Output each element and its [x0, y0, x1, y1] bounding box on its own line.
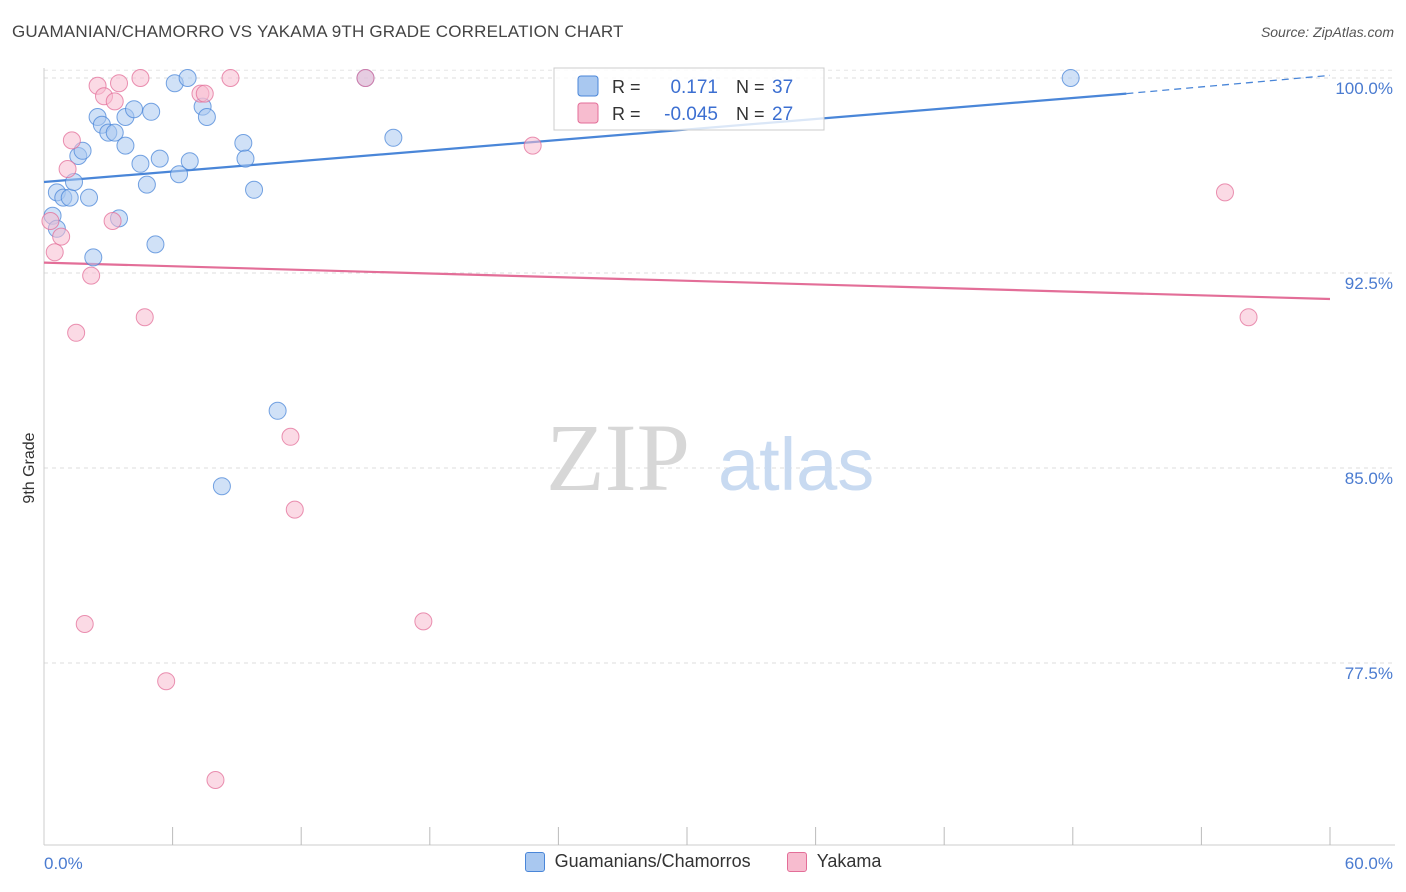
- yakama-swatch: [786, 851, 807, 872]
- guamanian-legend-label: Guamanians/Chamorros: [554, 851, 751, 871]
- data-point: [142, 102, 161, 121]
- axes: [43, 68, 1395, 846]
- data-point: [131, 154, 150, 173]
- trend-extension-guamanian: [1126, 74, 1331, 95]
- data-point: [178, 69, 197, 87]
- data-point: [221, 69, 240, 87]
- legend-item-yakama[interactable]: Yakama: [786, 851, 882, 872]
- watermark-atlas: atlas: [718, 423, 874, 506]
- data-point: [285, 500, 304, 519]
- x-tick-label-max: 60.0%: [1345, 854, 1393, 873]
- legend-r-value-2: -0.045: [664, 104, 718, 125]
- data-point: [212, 477, 231, 496]
- data-point: [75, 615, 94, 633]
- legend-box: [553, 67, 825, 131]
- data-point: [62, 131, 81, 150]
- data-point: [1061, 69, 1080, 87]
- series-legend: Guamanians/Chamorros Yakama: [0, 851, 1406, 872]
- y-tick-label: 85.0%: [1345, 469, 1393, 488]
- data-point: [245, 180, 264, 199]
- data-point: [116, 136, 135, 155]
- series-yakama: [41, 69, 1258, 789]
- data-point: [146, 235, 165, 254]
- watermark: ZIP atlas: [546, 404, 874, 511]
- legend-r-label-2: R =: [612, 104, 641, 124]
- data-point: [45, 243, 64, 262]
- legend-r-label-1: R =: [612, 77, 641, 97]
- data-points: [41, 69, 1258, 789]
- data-point: [137, 175, 156, 194]
- trend-lines: [43, 74, 1331, 301]
- data-point: [170, 165, 189, 184]
- legend-item-guamanian[interactable]: Guamanians/Chamorros: [524, 851, 751, 872]
- y-tick-label: 92.5%: [1345, 274, 1393, 293]
- y-axis-label: 9th Grade: [21, 432, 38, 503]
- trend-line-yakama: [43, 261, 1331, 301]
- y-tick-label: 77.5%: [1345, 664, 1393, 683]
- data-point: [268, 401, 287, 420]
- trend-line-guamanian: [43, 92, 1127, 184]
- legend-n-value-1: 37: [772, 77, 793, 98]
- x-tick-label-min: 0.0%: [44, 854, 83, 873]
- data-point: [236, 149, 255, 168]
- data-point: [356, 69, 375, 87]
- data-point: [80, 188, 99, 207]
- data-point: [58, 160, 77, 178]
- data-point: [41, 212, 60, 230]
- stats-legend: R = 0.171 N = 37 R = -0.045 N = 27: [553, 67, 825, 131]
- data-point: [131, 69, 150, 87]
- chart-title: GUAMANIAN/CHAMORRO VS YAKAMA 9TH GRADE C…: [12, 22, 624, 41]
- data-point: [384, 128, 403, 147]
- data-point: [110, 74, 129, 93]
- data-point: [60, 188, 79, 207]
- watermark-zip: ZIP: [546, 404, 690, 511]
- legend-swatch-guamanian: [577, 75, 599, 97]
- data-point: [105, 123, 124, 142]
- tick-labels: 77.5% 85.0% 92.5% 100.0% 0.0% 60.0%: [44, 79, 1393, 873]
- source-credit: Source: ZipAtlas.com: [1260, 24, 1394, 40]
- data-point: [150, 149, 169, 168]
- data-point: [206, 771, 225, 789]
- legend-swatch-yakama: [577, 102, 599, 124]
- data-point: [197, 108, 216, 126]
- data-point: [1239, 308, 1258, 327]
- data-point: [135, 308, 154, 327]
- y-tick-label: 100.0%: [1335, 79, 1393, 98]
- legend-n-label-2: N =: [736, 104, 765, 124]
- data-point: [180, 152, 199, 171]
- guamanian-swatch: [524, 851, 545, 872]
- yakama-legend-label: Yakama: [816, 851, 882, 871]
- data-point: [157, 672, 176, 691]
- data-point: [52, 227, 71, 246]
- data-point: [125, 100, 144, 119]
- data-point: [103, 212, 122, 230]
- legend-n-value-2: 27: [772, 104, 793, 125]
- data-point: [1215, 183, 1234, 202]
- data-point: [67, 323, 86, 342]
- data-point: [105, 92, 124, 111]
- legend-r-value-1: 0.171: [670, 77, 718, 98]
- data-point: [84, 248, 103, 267]
- data-point: [195, 84, 214, 103]
- data-point: [414, 612, 433, 631]
- data-point: [281, 427, 300, 446]
- data-point: [234, 134, 253, 152]
- data-point: [82, 266, 101, 285]
- data-point: [523, 136, 542, 155]
- legend-n-label-1: N =: [736, 77, 765, 97]
